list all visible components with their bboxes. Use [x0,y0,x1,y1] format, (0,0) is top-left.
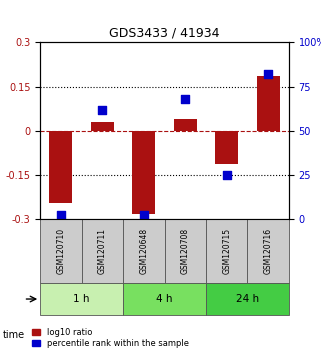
Text: GSM120710: GSM120710 [56,228,65,274]
Text: GSM120711: GSM120711 [98,228,107,274]
Bar [91,122,114,131]
Bar [174,119,197,131]
FancyBboxPatch shape [40,283,123,315]
FancyBboxPatch shape [123,219,165,283]
Point [58,212,64,218]
Text: GSM120708: GSM120708 [181,228,190,274]
Title: GDS3433 / 41934: GDS3433 / 41934 [109,27,220,40]
Legend: log10 ratio, percentile rank within the sample: log10 ratio, percentile rank within the … [30,326,190,350]
Point [100,107,105,112]
FancyBboxPatch shape [40,219,82,283]
FancyBboxPatch shape [82,219,123,283]
FancyBboxPatch shape [123,283,206,315]
Point [141,212,146,218]
Bar [49,131,72,203]
Text: 4 h: 4 h [156,294,173,304]
Point [224,172,229,178]
Text: time: time [3,330,25,339]
FancyBboxPatch shape [165,219,206,283]
FancyBboxPatch shape [247,219,289,283]
FancyBboxPatch shape [206,283,289,315]
Point [265,72,271,77]
Bar [132,131,155,215]
FancyBboxPatch shape [206,219,247,283]
Point [183,96,188,102]
Text: 24 h: 24 h [236,294,259,304]
Bar [215,131,238,165]
Text: GSM120648: GSM120648 [139,228,148,274]
Text: GSM120715: GSM120715 [222,228,231,274]
Text: 1 h: 1 h [73,294,90,304]
Bar [257,76,280,131]
Text: GSM120716: GSM120716 [264,228,273,274]
